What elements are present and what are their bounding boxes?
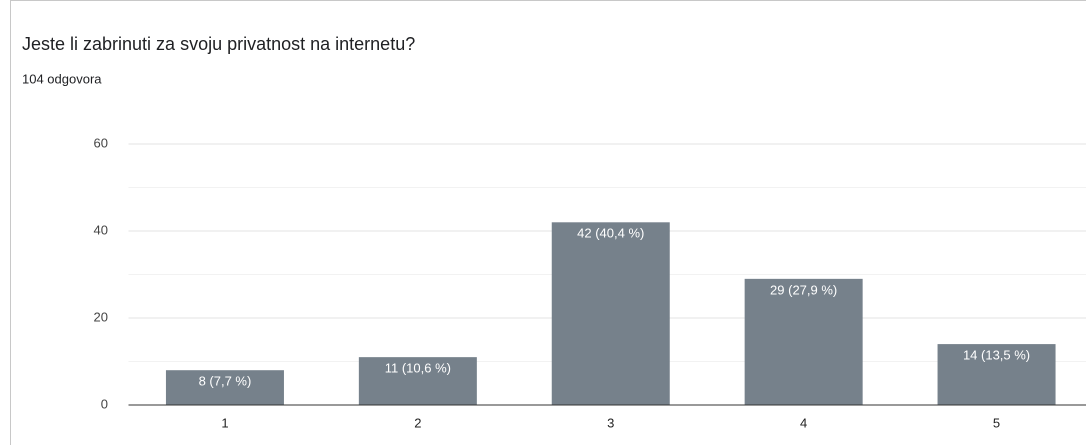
bar [165,370,284,405]
y-tick-label: 60 [94,135,108,150]
y-tick-label: 0 [101,396,108,411]
y-tick-label: 20 [94,309,108,324]
value-label: 29 (27,9 %) [770,282,837,297]
bar [744,278,863,405]
value-label: 14 (13,5 %) [963,348,1030,363]
x-tick-label: 5 [993,415,1000,430]
x-tick-label: 2 [414,415,421,430]
chart-title: Jeste li zabrinuti za svoju privatnost n… [22,34,415,54]
value-label: 11 (10,6 %) [385,361,451,376]
bar [937,344,1056,405]
x-tick-label: 3 [607,415,614,430]
y-tick-label: 40 [94,222,108,237]
bar [551,222,670,405]
x-tick-label: 1 [221,415,228,430]
x-tick-label: 4 [800,415,807,430]
bar [358,357,477,405]
chart-subtitle: 104 odgovora [22,71,102,86]
value-label: 42 (40,4 %) [577,226,644,241]
value-label: 8 (7,7 %) [199,374,252,389]
